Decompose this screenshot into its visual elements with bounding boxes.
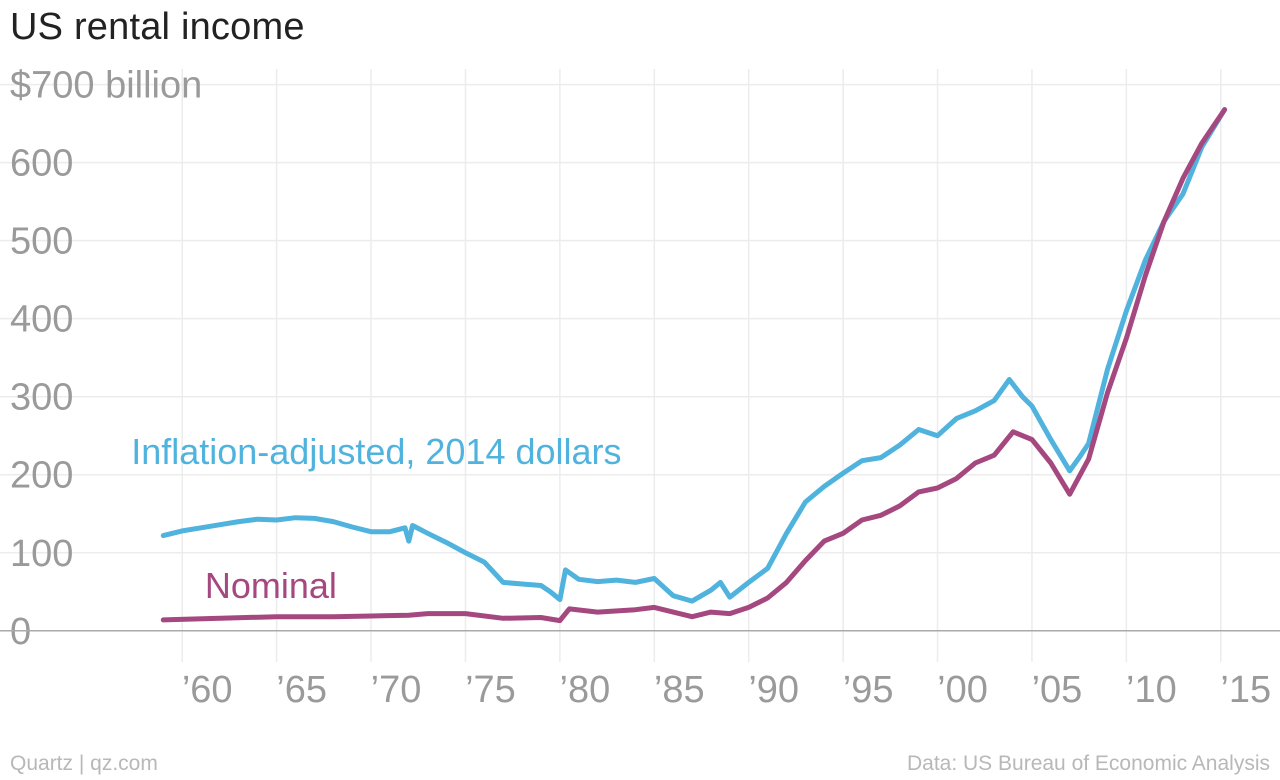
x-tick-label-1960: ’60 [182, 669, 233, 711]
x-tick-label-1980: ’80 [560, 669, 611, 711]
x-tick-label-1985: ’85 [654, 669, 705, 711]
x-tick-label-2015: ’15 [1220, 669, 1271, 711]
axes: 0 100 200 300 400 500 600 $700 billion ’60 ’65 ’70… [0, 65, 1280, 711]
x-tick-label-1990: ’90 [748, 669, 799, 711]
series-label-inflation-adjusted: Inflation-adjusted, 2014 dollars [131, 431, 621, 472]
x-tick-label-2000: ’00 [937, 669, 988, 711]
source-credit: Quartz | qz.com [10, 752, 158, 775]
x-tick-label-1975: ’75 [465, 669, 516, 711]
series-label-nominal: Nominal [205, 565, 337, 606]
x-tick-label-1995: ’95 [843, 669, 894, 711]
x-tick-label-2010: ’10 [1126, 669, 1177, 711]
y-tick-label-500: 500 [10, 221, 73, 263]
y-tick-label-700: $700 billion [10, 65, 202, 107]
x-tick-label-2005: ’05 [1032, 669, 1083, 711]
y-tick-label-200: 200 [10, 455, 73, 497]
series-labels: Inflation-adjusted, 2014 dollars Nominal [131, 431, 621, 606]
x-tick-label-1965: ’65 [276, 669, 327, 711]
series-line-inflation-adjusted [160, 107, 1228, 604]
x-tick-label-1970: ’70 [371, 669, 422, 711]
data-source: Data: US Bureau of Economic Analysis [906, 752, 1270, 775]
grid [0, 69, 1280, 662]
y-tick-label-0: 0 [10, 611, 31, 653]
series-lines [160, 107, 1228, 624]
y-tick-label-300: 300 [10, 377, 73, 419]
chart-title: US rental income [10, 6, 305, 48]
y-tick-label-600: 600 [10, 143, 73, 185]
y-tick-label-100: 100 [10, 533, 73, 575]
y-tick-label-400: 400 [10, 299, 73, 341]
series-line-nominal [160, 107, 1228, 624]
